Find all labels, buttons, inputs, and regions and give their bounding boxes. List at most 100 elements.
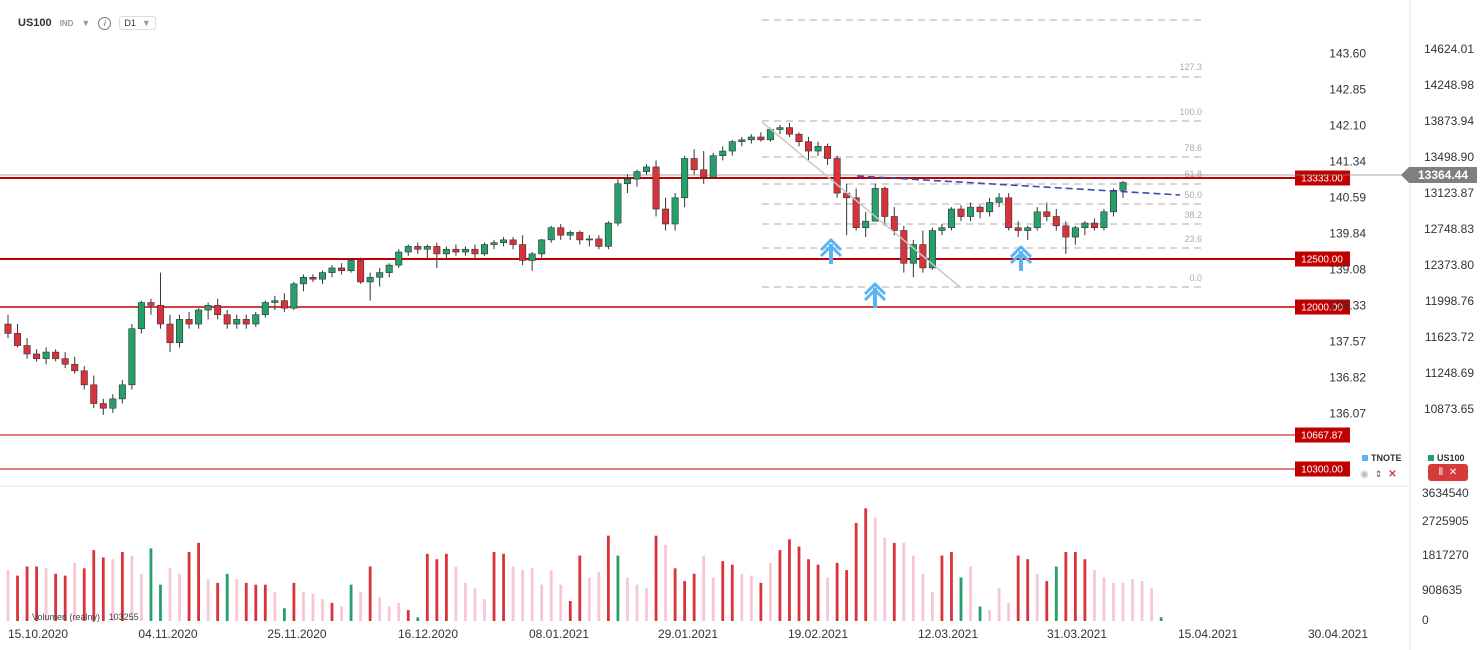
candle — [890, 207, 898, 236]
volume-bar — [397, 602, 401, 621]
price-level-value: 10300.00 — [1301, 465, 1343, 476]
volume-bar — [959, 577, 963, 621]
price-level-tag — [1295, 170, 1350, 186]
candle-body — [785, 127, 793, 135]
candle — [662, 197, 670, 231]
price-level-tag — [1295, 251, 1350, 267]
volume-bar — [1035, 573, 1039, 621]
volume-indicator-label[interactable]: Volumen (realny) 103255 — [32, 612, 139, 622]
volume-bar — [816, 564, 820, 621]
volume-bar — [1007, 602, 1011, 621]
legend-tnote[interactable]: TNOTE — [1362, 453, 1402, 463]
candle-body — [1109, 190, 1117, 213]
volume-axis-tick: 2725905 — [1422, 514, 1469, 528]
candle — [357, 257, 365, 284]
volume-bar — [626, 577, 629, 621]
volume-bar — [931, 591, 934, 621]
candle — [299, 274, 307, 292]
candle — [585, 235, 593, 247]
candle-body — [480, 244, 488, 255]
volume-bar — [997, 588, 1001, 621]
candle — [1014, 221, 1022, 238]
candle — [42, 347, 50, 365]
candle-body — [376, 272, 384, 278]
candle — [461, 246, 469, 256]
volume-bar — [711, 577, 715, 621]
candle — [986, 197, 994, 217]
candle — [862, 211, 870, 238]
volume-bar — [282, 608, 286, 621]
candle-body — [1071, 227, 1079, 238]
candle — [614, 179, 622, 226]
left-axis-tick: 143.60 — [1329, 47, 1366, 61]
volume-bar — [25, 566, 29, 621]
candle — [604, 221, 612, 250]
volume-bar — [254, 584, 258, 621]
candle — [919, 230, 927, 273]
price-level-value: 10667.87 — [1301, 431, 1343, 442]
candle-body — [118, 384, 126, 400]
candle — [423, 244, 431, 259]
candle-body — [614, 183, 622, 224]
reorder-icon[interactable]: ⇕ — [1374, 469, 1383, 479]
candle — [566, 230, 574, 240]
eye-icon[interactable]: ◉ — [1360, 469, 1369, 480]
candle — [690, 149, 698, 175]
close-icon[interactable]: ✕ — [1448, 467, 1458, 478]
candle — [519, 235, 527, 266]
volume-bar — [597, 571, 601, 621]
axes: 14624.01 14248.98 13873.94 13498.90 13123.87… — [8, 42, 1474, 641]
volume-bar — [1121, 582, 1125, 621]
left-axis-tick: 137.57 — [1329, 335, 1366, 349]
candle — [976, 205, 984, 219]
candle-body — [976, 206, 984, 213]
candle-body — [909, 244, 917, 264]
volume-bar — [359, 591, 363, 621]
volume-bar — [873, 517, 877, 621]
candle-body — [252, 314, 260, 325]
volume-bar — [1140, 581, 1144, 621]
buy-signal-arrow — [819, 238, 843, 264]
volume-bar — [244, 582, 248, 621]
close-icon[interactable]: ✕ — [1388, 469, 1397, 480]
volume-bar — [549, 570, 553, 621]
candle-body — [643, 166, 651, 172]
chevron-down-icon[interactable]: ▼ — [81, 18, 91, 28]
left-axis-tick: 136.07 — [1329, 407, 1366, 421]
volume-bar — [92, 550, 96, 621]
candle — [776, 124, 784, 135]
volume-bar — [568, 601, 572, 621]
candle — [1052, 209, 1060, 231]
symbol-name[interactable]: US100 — [18, 17, 52, 29]
volume-bar — [1102, 577, 1106, 621]
candle-body — [681, 158, 689, 199]
info-icon[interactable]: i — [98, 16, 112, 30]
trendline-drawings — [761, 121, 1181, 308]
volume-bar — [702, 555, 706, 621]
candle-body — [519, 244, 527, 261]
volume-bar — [16, 575, 19, 621]
volume-bar — [835, 562, 839, 621]
candle — [309, 274, 317, 282]
candle — [338, 263, 346, 275]
candle-body — [881, 188, 889, 217]
candle — [290, 281, 298, 311]
candle-body — [738, 139, 746, 142]
fib-level-label: 50.0 — [1184, 190, 1202, 200]
candle — [1033, 207, 1041, 231]
candle — [4, 314, 12, 339]
candle-body — [147, 302, 155, 306]
legend-us100[interactable]: US100 — [1428, 453, 1465, 463]
volume-bar — [1150, 588, 1153, 621]
candle — [967, 202, 975, 222]
fib-level-label: 23.6 — [1184, 234, 1202, 244]
series-settings-button[interactable]: ⫴ ✕ — [1428, 464, 1468, 481]
timeframe-select[interactable]: D1 ▼ — [119, 16, 156, 30]
candle-body — [900, 230, 908, 264]
volume-bar — [721, 561, 725, 621]
candle-body — [318, 272, 326, 280]
volume-bar — [673, 568, 677, 621]
volume-bar — [120, 551, 124, 621]
candle-body — [728, 141, 736, 152]
